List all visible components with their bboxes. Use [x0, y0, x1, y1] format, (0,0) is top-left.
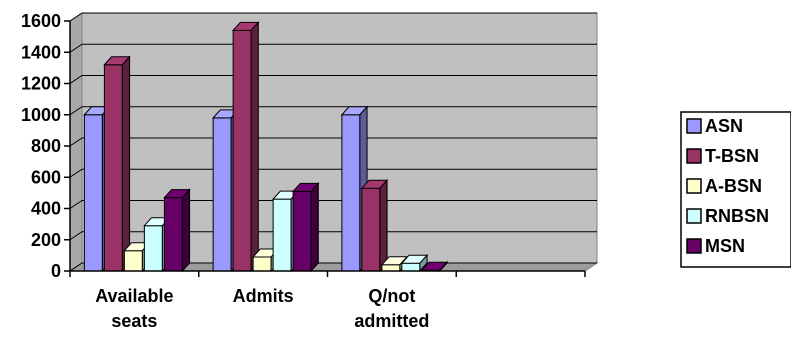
legend-item: MSN: [686, 236, 745, 256]
gridline: [69, 43, 597, 53]
legend-swatch: [686, 118, 702, 134]
y-tick-label: 200: [31, 230, 61, 250]
legend-label: ASN: [705, 116, 743, 136]
legend-swatch: [686, 178, 702, 194]
y-tick-label: 1200: [21, 74, 61, 94]
x-category-label: admitted: [354, 311, 429, 331]
y-tick-label: 800: [31, 136, 61, 156]
bar-msn: [163, 188, 191, 273]
bar-t-bsn: [360, 178, 389, 273]
legend-swatch: [686, 208, 702, 224]
bar-t-bsn: [232, 21, 260, 273]
gridline: [69, 137, 597, 147]
y-tick-label: 0: [51, 261, 61, 281]
legend: ASN T-BSN A-BSN RNBSN MSN: [680, 111, 791, 268]
gridline: [69, 75, 597, 84]
bar-rnbsn: [400, 253, 429, 273]
y-tick-label: 400: [31, 199, 61, 219]
gridline: [69, 106, 597, 116]
x-category-label: Admits: [233, 286, 294, 306]
axes-group: 0 200 400 600 800 1000 1200 1400 1600 Available se…: [21, 11, 586, 331]
legend-item: ASN: [686, 116, 743, 136]
bar-msn: [292, 182, 320, 273]
bar-t-bsn: [103, 55, 131, 273]
legend-label: MSN: [705, 236, 745, 256]
gridline: [69, 231, 597, 241]
y-tick-label: 1000: [21, 105, 61, 125]
x-category-label: Q/not: [368, 286, 415, 306]
gridline: [69, 168, 597, 178]
y-tick-label: 1400: [21, 42, 61, 62]
bars-group: [83, 21, 449, 273]
y-tick-label: 1600: [21, 11, 61, 31]
legend-item: A-BSN: [686, 176, 762, 196]
legend-swatch: [686, 238, 702, 254]
legend-label: T-BSN: [705, 146, 759, 166]
gridline: [69, 200, 597, 209]
y-tick-label: 600: [31, 167, 61, 187]
x-category-label: seats: [111, 311, 157, 331]
legend-label: RNBSN: [705, 206, 769, 226]
legend-swatch: [686, 148, 702, 164]
legend-item: RNBSN: [686, 206, 769, 226]
legend-item: T-BSN: [686, 146, 759, 166]
legend-label: A-BSN: [705, 176, 762, 196]
plot-area: [68, 12, 599, 272]
gridline: [69, 12, 597, 22]
x-category-label: Available: [95, 286, 173, 306]
